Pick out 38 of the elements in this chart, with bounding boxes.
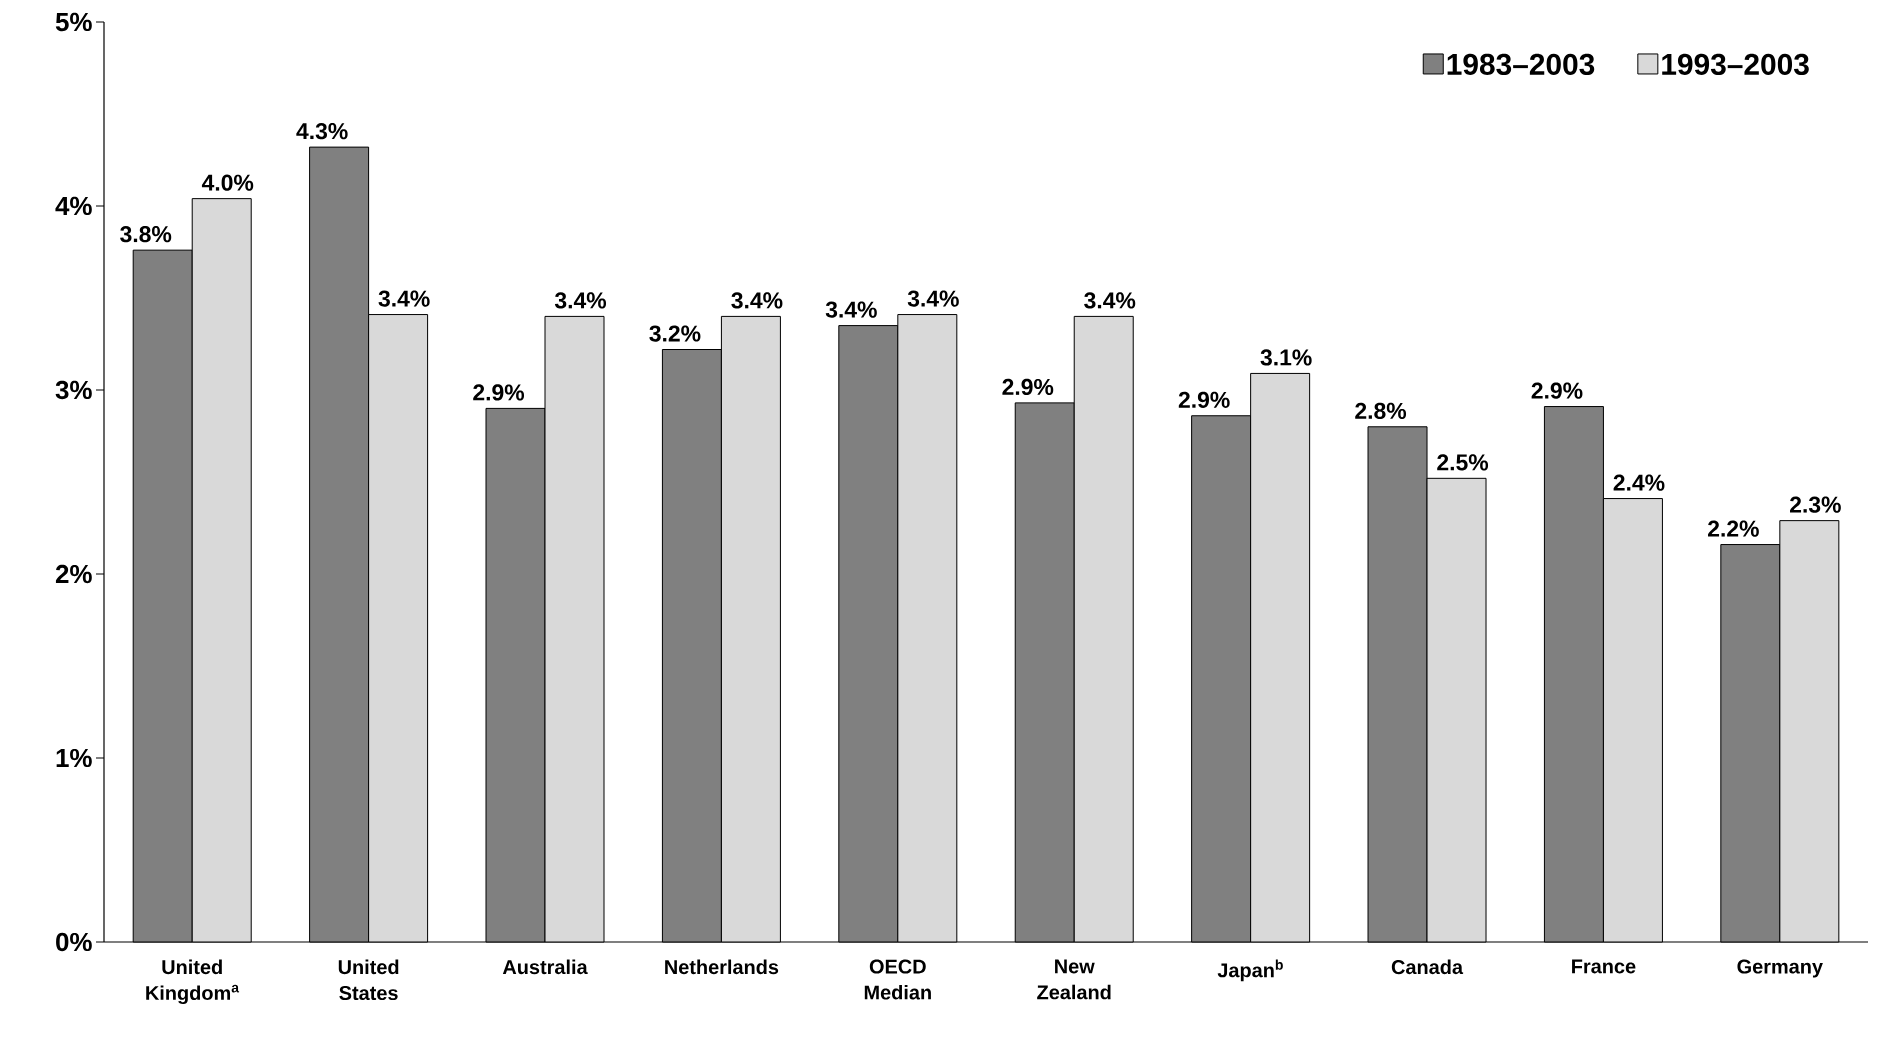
data-label: 2.2% (1708, 520, 1759, 537)
data-label: 3.4% (378, 290, 430, 307)
data-label: 3.4% (1084, 292, 1136, 309)
data-label: 3.8% (120, 226, 172, 243)
data-label: 4.3% (296, 123, 348, 140)
data-label: 4.0% (201, 174, 254, 191)
legend-label: 1993–2003 (1662, 53, 1809, 75)
data-label: 3.1% (1260, 349, 1312, 366)
x-tick-label: France (1572, 959, 1636, 974)
data-label: 2.9% (473, 384, 525, 401)
x-tick-label: Australia (502, 959, 588, 975)
y-tick-label: 2% (55, 564, 92, 584)
y-tick-label: 1% (56, 748, 92, 768)
y-tick-label: 4% (55, 196, 92, 216)
x-tick-label: United States (338, 959, 399, 1001)
x-tick-label: New Zealand (1037, 959, 1111, 1000)
y-tick-label: 0% (56, 932, 92, 952)
data-label: 2.4% (1613, 474, 1665, 491)
data-label: 3.4% (907, 290, 959, 307)
x-tick-label: United Kingdom$^{a}$ (146, 959, 240, 1005)
data-label: 2.3% (1790, 496, 1841, 513)
data-label: 3.4% (825, 301, 877, 318)
data-label: 2.9% (1002, 378, 1054, 396)
x-tick-label: Canada (1391, 959, 1464, 975)
data-label: 2.9% (1531, 382, 1583, 399)
legend-label: 1983–2003 (1447, 53, 1595, 75)
x-tick-label: Germany (1737, 959, 1823, 978)
data-label: 3.2% (649, 325, 701, 342)
x-tick-label: Japan$^{b}$ (1217, 959, 1283, 982)
y-tick-label: 3% (55, 380, 92, 400)
data-label: 2.8% (1355, 402, 1407, 419)
data-label: 2.9% (1178, 391, 1230, 408)
data-label: 3.4% (554, 292, 607, 309)
x-tick-label: OECD Median (864, 959, 931, 1000)
y-tick-label: 5% (55, 12, 92, 32)
data-label: 3.4% (731, 292, 783, 309)
data-label: 2.5% (1437, 454, 1489, 471)
x-tick-label: Netherlands (665, 959, 779, 975)
